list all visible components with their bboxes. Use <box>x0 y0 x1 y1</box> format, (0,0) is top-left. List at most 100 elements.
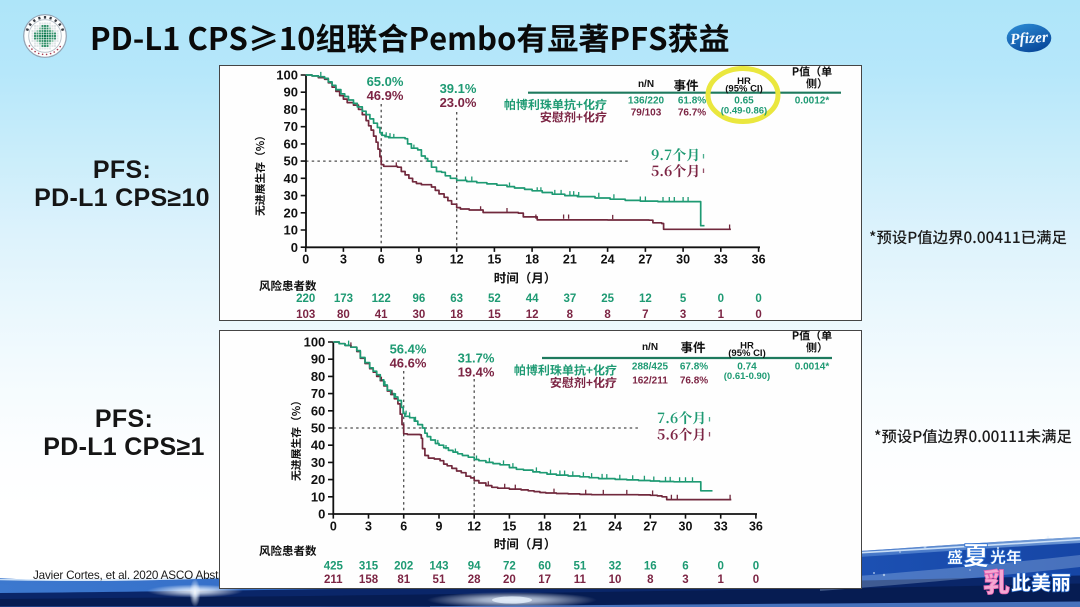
svg-text:61.8%: 61.8% <box>678 96 706 107</box>
svg-text:220: 220 <box>296 293 315 305</box>
svg-text:3: 3 <box>680 309 686 320</box>
svg-text:63: 63 <box>450 293 463 305</box>
svg-text:0: 0 <box>755 293 761 305</box>
svg-text:6: 6 <box>400 520 407 534</box>
svg-text:56.4%: 56.4% <box>390 342 427 357</box>
svg-text:36: 36 <box>752 253 766 267</box>
svg-text:33: 33 <box>714 253 728 267</box>
svg-text:60: 60 <box>538 561 551 573</box>
svg-text:20: 20 <box>284 205 298 220</box>
svg-text:12: 12 <box>467 520 481 534</box>
svg-text:3: 3 <box>365 520 372 534</box>
svg-text:65.0%: 65.0% <box>367 74 404 89</box>
svg-text:30: 30 <box>413 309 426 320</box>
svg-text:60: 60 <box>284 136 298 151</box>
svg-text:80: 80 <box>337 309 350 320</box>
svg-text:15: 15 <box>502 520 516 534</box>
svg-text:9: 9 <box>435 520 442 534</box>
svg-text:5: 5 <box>680 293 687 305</box>
svg-text:24: 24 <box>601 253 615 267</box>
svg-text:103: 103 <box>296 309 315 320</box>
svg-text:19.4%: 19.4% <box>458 365 495 380</box>
svg-text:52: 52 <box>488 293 501 305</box>
svg-text:12: 12 <box>450 253 464 267</box>
svg-text:41: 41 <box>375 309 388 320</box>
svg-text:Pfizer: Pfizer <box>1010 29 1050 49</box>
svg-text:10: 10 <box>284 223 298 238</box>
svg-text:0: 0 <box>330 520 337 534</box>
svg-text:(95% CI): (95% CI) <box>725 83 762 94</box>
svg-text:40: 40 <box>284 171 298 186</box>
svg-text:288/425: 288/425 <box>632 362 669 373</box>
svg-text:27: 27 <box>643 520 657 534</box>
svg-text:37: 37 <box>563 293 576 305</box>
svg-text:0: 0 <box>718 293 724 305</box>
svg-text:30: 30 <box>311 455 325 470</box>
svg-text:6: 6 <box>682 561 688 573</box>
svg-text:1: 1 <box>718 309 725 320</box>
svg-text:(0.61-0.90): (0.61-0.90) <box>724 371 770 382</box>
svg-text:20: 20 <box>311 472 325 487</box>
svg-text:n/N: n/N <box>638 79 654 90</box>
svg-text:162/211: 162/211 <box>632 376 668 387</box>
svg-text:25: 25 <box>601 293 614 305</box>
svg-text:425: 425 <box>324 561 344 573</box>
svg-text:158: 158 <box>359 574 379 586</box>
svg-text:76.8%: 76.8% <box>680 376 708 387</box>
svg-text:40: 40 <box>311 438 325 453</box>
svg-text:12: 12 <box>526 309 539 320</box>
svg-text:21: 21 <box>563 253 577 267</box>
svg-text:80: 80 <box>311 369 325 384</box>
svg-text:72: 72 <box>503 561 516 573</box>
svg-text:30: 30 <box>284 188 298 203</box>
svg-text:3: 3 <box>340 253 347 267</box>
svg-text:122: 122 <box>372 293 391 305</box>
svg-text:15: 15 <box>488 309 501 320</box>
svg-text:0: 0 <box>302 253 309 267</box>
svg-text:0.74: 0.74 <box>737 362 757 373</box>
svg-text:70: 70 <box>284 119 298 134</box>
svg-text:0.0014*: 0.0014* <box>795 362 830 373</box>
svg-text:44: 44 <box>526 293 539 305</box>
svg-text:8: 8 <box>567 309 574 320</box>
svg-text:8: 8 <box>647 574 654 586</box>
svg-text:50: 50 <box>284 154 298 169</box>
svg-text:32: 32 <box>609 561 622 573</box>
svg-text:33: 33 <box>714 520 728 534</box>
svg-text:HR: HR <box>737 76 751 87</box>
svg-text:36: 36 <box>749 520 763 534</box>
svg-text:3: 3 <box>682 574 688 586</box>
svg-text:0: 0 <box>753 561 759 573</box>
svg-text:1: 1 <box>718 574 725 586</box>
svg-text:0.65: 0.65 <box>734 96 754 107</box>
svg-text:0: 0 <box>291 240 298 255</box>
svg-text:15: 15 <box>487 253 501 267</box>
svg-text:7: 7 <box>642 309 648 320</box>
svg-text:94: 94 <box>468 561 481 573</box>
svg-text:17: 17 <box>538 574 551 586</box>
svg-text:46.6%: 46.6% <box>390 356 427 371</box>
svg-text:81: 81 <box>397 574 410 586</box>
svg-text:18: 18 <box>525 253 539 267</box>
svg-text:27: 27 <box>638 253 652 267</box>
svg-text:0: 0 <box>318 507 325 522</box>
svg-text:80: 80 <box>284 102 298 117</box>
svg-text:136/220: 136/220 <box>628 96 665 107</box>
svg-text:21: 21 <box>573 520 587 534</box>
svg-text:0: 0 <box>755 309 761 320</box>
svg-text:67.8%: 67.8% <box>680 362 708 373</box>
svg-text:211: 211 <box>324 574 343 586</box>
svg-text:18: 18 <box>450 309 463 320</box>
svg-text:90: 90 <box>284 85 298 100</box>
svg-text:50: 50 <box>311 421 325 436</box>
svg-text:96: 96 <box>413 293 426 305</box>
svg-text:23.0%: 23.0% <box>440 95 477 110</box>
svg-text:51: 51 <box>573 561 586 573</box>
svg-text:31.7%: 31.7% <box>458 351 495 366</box>
svg-text:28: 28 <box>468 574 481 586</box>
svg-text:16: 16 <box>644 561 657 573</box>
svg-text:0: 0 <box>718 561 724 573</box>
svg-text:11: 11 <box>574 574 587 586</box>
svg-text:46.9%: 46.9% <box>367 88 404 103</box>
svg-text:79/103: 79/103 <box>631 108 662 119</box>
